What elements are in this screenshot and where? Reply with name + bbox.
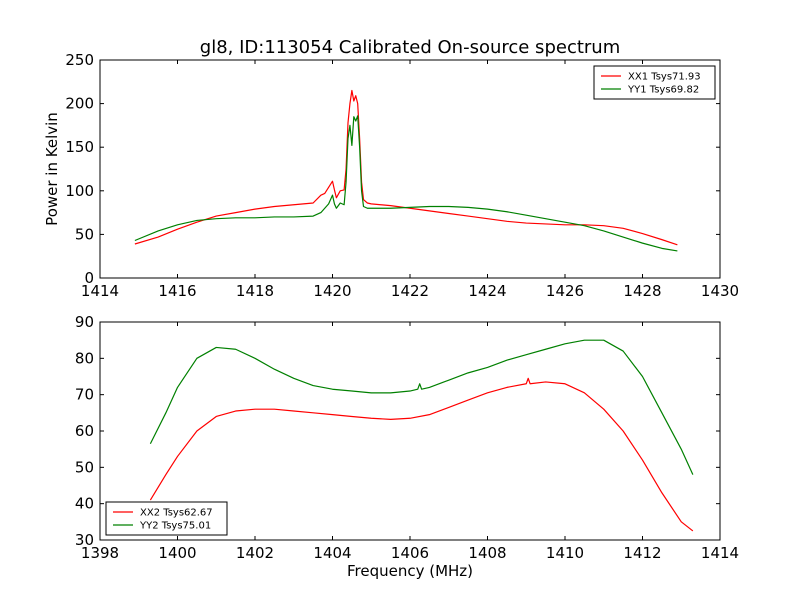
y-tick-label: 60 bbox=[75, 422, 94, 440]
y-tick-label: 200 bbox=[65, 95, 94, 113]
series-line-2 bbox=[149, 339, 694, 475]
series-line-2 bbox=[134, 115, 678, 252]
legend-box bbox=[593, 65, 716, 100]
x-tick-label: 1420 bbox=[313, 282, 351, 300]
y-tick-label: 50 bbox=[75, 458, 94, 476]
x-tick-label: 1414 bbox=[81, 282, 119, 300]
legend-box bbox=[105, 501, 228, 536]
y-tick-label: 150 bbox=[65, 138, 94, 156]
y-tick-label: 30 bbox=[75, 531, 94, 549]
x-tick-label: 1412 bbox=[623, 544, 661, 562]
bottom-panel: 1398 1400 1402 1404 1406 1408 1410 1412 1414 30 40… bbox=[75, 313, 739, 562]
y-tick-label: 100 bbox=[65, 182, 94, 200]
y-tick-label: 0 bbox=[84, 269, 94, 287]
x-tick-label: 1404 bbox=[313, 544, 351, 562]
y-tick-label: 50 bbox=[75, 225, 94, 243]
legend: XX2 Tsys62.67 YY2 Tsys75.01 bbox=[105, 501, 228, 536]
y-tick-label: 90 bbox=[75, 313, 94, 331]
x-tick-label: 1422 bbox=[391, 282, 429, 300]
x-tick-label: 1414 bbox=[701, 544, 739, 562]
series-line-1 bbox=[134, 89, 678, 246]
x-tick-label: 1418 bbox=[236, 282, 274, 300]
series-line-1 bbox=[149, 377, 694, 532]
x-tick-label: 1430 bbox=[701, 282, 739, 300]
y-tick-label: 40 bbox=[75, 495, 94, 513]
x-tick-label: 1406 bbox=[391, 544, 429, 562]
x-axis-label: Frequency (MHz) bbox=[347, 562, 473, 580]
legend-label: YY2 Tsys75.01 bbox=[139, 521, 211, 532]
y-axis-label: Power in Kelvin bbox=[43, 112, 61, 226]
x-tick-label: 1424 bbox=[468, 282, 506, 300]
x-tick-label: 1400 bbox=[158, 544, 196, 562]
x-tick-label: 1398 bbox=[81, 544, 119, 562]
x-tick-label: 1408 bbox=[468, 544, 506, 562]
x-tick-label: 1410 bbox=[546, 544, 584, 562]
x-tick-label: 1402 bbox=[236, 544, 274, 562]
legend-label: YY1 Tsys69.82 bbox=[627, 85, 699, 96]
legend-label: XX2 Tsys62.67 bbox=[140, 508, 213, 519]
y-tick-label: 80 bbox=[75, 349, 94, 367]
y-tick-label: 250 bbox=[65, 51, 94, 69]
figure-title: gl8, ID:113054 Calibrated On-source spec… bbox=[200, 37, 620, 58]
top-panel: 1414 1416 1418 1420 1422 1424 1426 1428 1430 0 50 1… bbox=[43, 51, 739, 300]
x-tick-label: 1416 bbox=[158, 282, 196, 300]
legend-label: XX1 Tsys71.93 bbox=[628, 72, 701, 83]
x-tick-label: 1428 bbox=[623, 282, 661, 300]
legend: XX1 Tsys71.93 YY1 Tsys69.82 bbox=[593, 65, 716, 100]
y-tick-label: 70 bbox=[75, 386, 94, 404]
x-tick-label: 1426 bbox=[546, 282, 584, 300]
